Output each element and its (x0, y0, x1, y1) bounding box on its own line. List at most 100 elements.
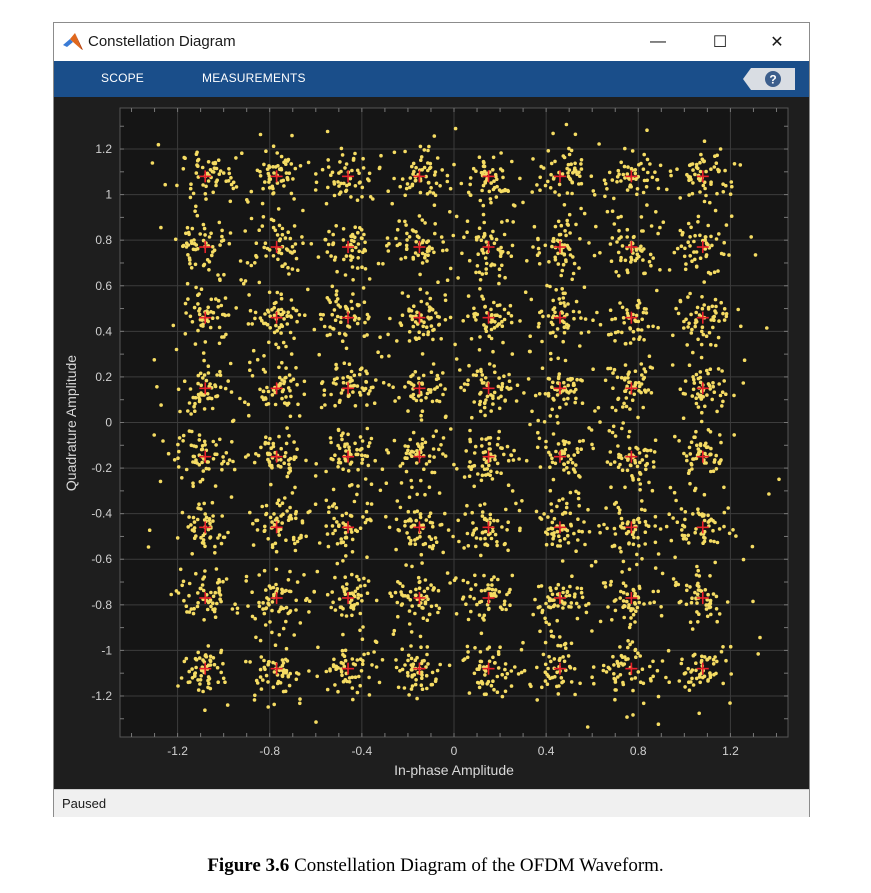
sample-point (721, 182, 725, 186)
sample-point (479, 478, 484, 483)
sample-point (729, 214, 734, 218)
help-button[interactable]: ? (743, 68, 795, 90)
sample-point (274, 549, 279, 554)
sample-point (642, 602, 646, 606)
sample-point (183, 332, 188, 336)
sample-point (350, 572, 354, 577)
sample-point (191, 611, 196, 616)
sample-point (562, 380, 566, 385)
sample-point (643, 447, 647, 452)
sample-point (278, 465, 283, 469)
sample-point (418, 579, 422, 584)
sample-point (208, 598, 213, 602)
sample-point (332, 657, 336, 662)
sample-point (508, 587, 512, 592)
sample-point (614, 270, 618, 274)
sample-point (708, 605, 713, 609)
sample-point (189, 182, 193, 186)
sample-point (365, 518, 369, 522)
sample-point (425, 618, 430, 622)
sample-point (646, 388, 651, 392)
sample-point (427, 144, 431, 149)
sample-point (679, 661, 684, 666)
sample-point (564, 646, 568, 650)
sample-point (414, 518, 419, 523)
sample-point (489, 327, 494, 332)
sample-point (482, 401, 487, 406)
sample-point (572, 390, 576, 394)
sample-point (278, 607, 283, 612)
sample-point (405, 670, 410, 675)
sample-point (201, 588, 206, 593)
sample-point (610, 178, 615, 182)
sample-point (425, 240, 429, 244)
sample-point (633, 369, 638, 374)
sample-point (427, 459, 432, 464)
sample-point (552, 516, 557, 521)
maximize-button[interactable]: ☐ (712, 34, 728, 51)
sample-point (437, 399, 442, 404)
sample-point (656, 231, 660, 236)
sample-point (630, 398, 635, 403)
sample-point (546, 376, 551, 381)
sample-point (432, 250, 436, 255)
sample-point (341, 467, 345, 472)
sample-point (426, 332, 430, 337)
sample-point (549, 172, 553, 177)
close-button[interactable]: ✕ (770, 34, 784, 51)
sample-point (267, 180, 271, 184)
sample-point (465, 531, 470, 536)
sample-point (619, 179, 623, 183)
sample-point (544, 620, 548, 624)
sample-point (694, 396, 698, 401)
sample-point (261, 678, 265, 682)
sample-point (317, 352, 322, 357)
reference-point (625, 450, 638, 463)
sample-point (173, 237, 178, 242)
sample-point (451, 534, 455, 539)
sample-point (266, 389, 271, 394)
sample-point (224, 451, 229, 455)
sample-point (210, 406, 215, 411)
sample-point (362, 232, 366, 237)
sample-point (673, 583, 678, 588)
sample-point (501, 189, 505, 193)
sample-point (360, 453, 364, 458)
sample-point (711, 519, 715, 523)
sample-point (549, 659, 553, 664)
sample-point (543, 243, 548, 248)
sample-point (271, 441, 276, 446)
sample-point (266, 597, 271, 602)
sample-point (510, 489, 515, 493)
minimize-button[interactable]: — (650, 33, 666, 50)
sample-point (352, 373, 357, 378)
sample-point (569, 605, 573, 609)
sample-point (270, 630, 274, 635)
sample-point (268, 515, 273, 520)
sample-point (351, 390, 355, 394)
sample-point (619, 549, 623, 554)
sample-point (632, 520, 636, 525)
sample-point (509, 320, 514, 325)
sample-point (505, 385, 509, 390)
sample-point (626, 645, 630, 650)
sample-point (403, 255, 408, 260)
reference-point (270, 450, 283, 463)
sample-point (365, 501, 370, 506)
reference-point (482, 241, 495, 254)
tab-measurements[interactable]: MEASUREMENTS (202, 71, 306, 85)
sample-point (499, 471, 503, 476)
sample-point (483, 181, 488, 185)
sample-point (478, 537, 483, 541)
sample-point (468, 460, 472, 464)
sample-point (493, 661, 497, 665)
sample-point (558, 538, 562, 543)
sample-point (343, 575, 348, 579)
y-tick-label: 0.8 (95, 233, 112, 247)
sample-point (568, 584, 572, 589)
sample-point (435, 668, 440, 673)
sample-point (682, 254, 687, 259)
sample-point (546, 179, 550, 184)
tab-scope[interactable]: SCOPE (101, 71, 145, 85)
sample-point (569, 148, 574, 153)
